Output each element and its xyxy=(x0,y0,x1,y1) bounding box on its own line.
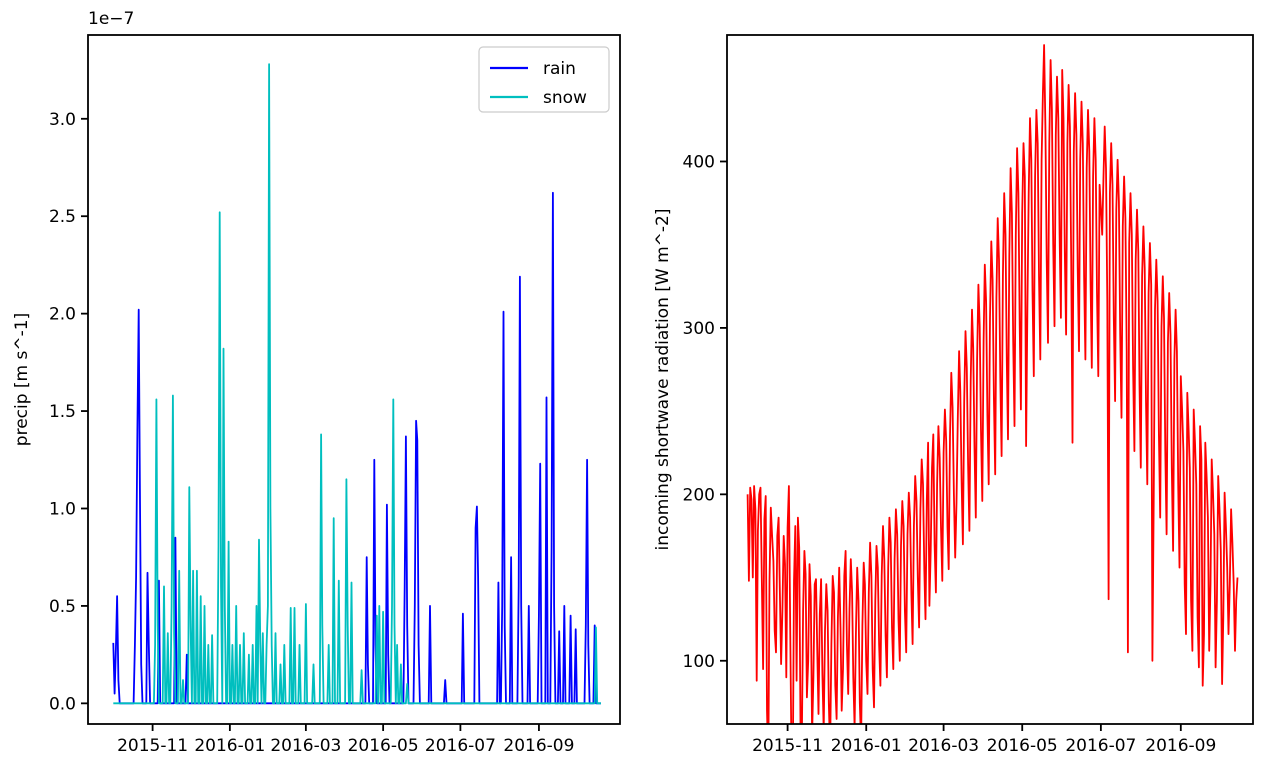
x-tick-label: 2016-05 xyxy=(348,736,419,756)
y-tick-label: 100 xyxy=(683,652,715,672)
x-tick-label: 2016-03 xyxy=(270,736,341,756)
y-tick-label: 1.0 xyxy=(49,499,76,519)
y-tick-label: 200 xyxy=(683,485,715,505)
x-tick-label: 2016-01 xyxy=(831,736,902,756)
legend-box xyxy=(478,46,610,113)
y-tick-label: 0.5 xyxy=(49,597,76,617)
x-tick-label: 2016-03 xyxy=(908,736,979,756)
x-tick-label: 2016-05 xyxy=(987,736,1058,756)
subplot-radiation: 2015-11 2016-01 2016-03 2016-05 2016-07 2016-… xyxy=(653,34,1254,756)
legend: rain snow xyxy=(478,46,610,113)
radiation-line xyxy=(746,44,1239,724)
x-tick-label: 2016-07 xyxy=(1065,736,1136,756)
x-tick-label: 2015-11 xyxy=(752,736,823,756)
axes-frame xyxy=(87,34,621,725)
series-group xyxy=(112,63,601,705)
y-tick-label: 400 xyxy=(683,152,715,172)
y-axis-offset-text: 1e−7 xyxy=(88,9,134,29)
axes-frame xyxy=(726,34,1254,725)
y-tick-label: 0.0 xyxy=(49,694,76,714)
x-tick-label: 2015-11 xyxy=(117,736,188,756)
x-tick-label: 2016-09 xyxy=(1145,736,1216,756)
legend-snow-label: snow xyxy=(543,88,587,108)
subplot-precip: 2015-11 2016-01 2016-03 2016-05 2016-07 2016-… xyxy=(12,9,621,756)
y-axis-label: precip [m s^-1] xyxy=(12,313,32,446)
y-tick-label: 2.0 xyxy=(49,305,76,325)
snow-line xyxy=(113,63,601,705)
y-tick-label: 2.5 xyxy=(49,207,76,227)
x-tick-label: 2016-07 xyxy=(425,736,496,756)
x-tick-label: 2016-09 xyxy=(503,736,574,756)
rain-line xyxy=(112,191,601,705)
series-group xyxy=(746,44,1239,724)
x-tick-label: 2016-01 xyxy=(194,736,265,756)
y-axis-label: incoming shortwave radiation [W m^-2] xyxy=(653,209,673,551)
y-tick-label: 3.0 xyxy=(49,110,76,130)
y-tick-label: 1.5 xyxy=(49,402,76,422)
y-tick-label: 300 xyxy=(683,319,715,339)
legend-rain-label: rain xyxy=(543,59,576,79)
